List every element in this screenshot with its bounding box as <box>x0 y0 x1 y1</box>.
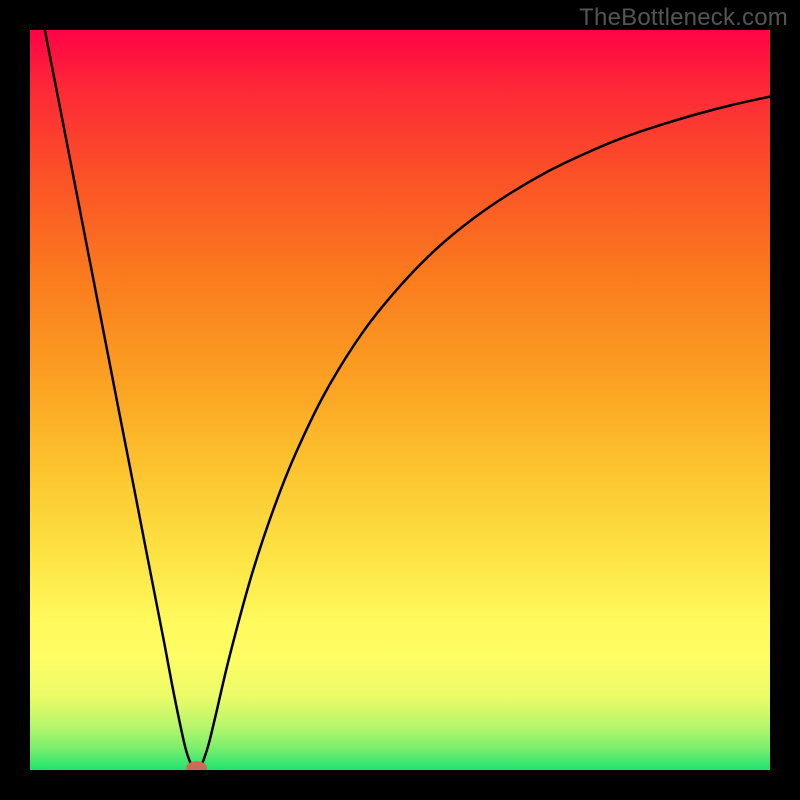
chart-background <box>30 30 770 770</box>
bottleneck-chart <box>30 30 770 770</box>
watermark-text: TheBottleneck.com <box>579 4 788 32</box>
chart-container <box>30 30 770 770</box>
